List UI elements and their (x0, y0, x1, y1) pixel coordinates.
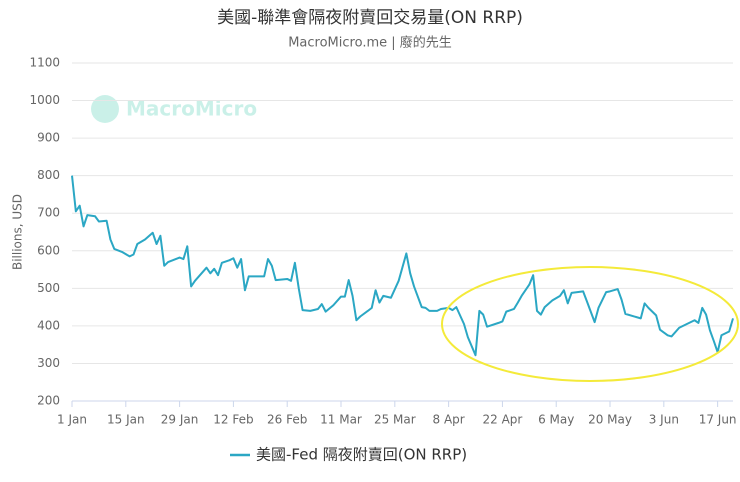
x-tick-label: 22 Apr (482, 413, 522, 427)
legend-label[interactable]: 美國-Fed 隔夜附賣回(ON RRP) (256, 446, 467, 464)
chart-subtitle: MacroMicro.me | 廢的先生 (288, 35, 452, 51)
x-tick-label: 15 Jan (107, 413, 145, 427)
watermark-logo: MacroMicro (91, 95, 257, 123)
data-line (71, 175, 734, 357)
y-tick-label: 800 (37, 168, 60, 182)
highlight-ellipse (441, 266, 739, 382)
x-tick-label: 25 Mar (374, 413, 416, 427)
x-tick-label: 12 Feb (213, 413, 253, 427)
x-tick-label: 26 Feb (267, 413, 307, 427)
y-tick-label: 400 (37, 318, 60, 332)
chart-title: 美國-聯準會隔夜附賣回交易量(ON RRP) (217, 8, 523, 28)
y-tick-label: 1100 (29, 56, 60, 70)
y-tick-label: 900 (37, 131, 60, 145)
y-tick-label: 300 (37, 356, 60, 370)
x-tick-label: 3 Jun (649, 413, 679, 427)
y-tick-label: 700 (37, 206, 60, 220)
y-tick-label: 200 (37, 394, 60, 408)
x-tick-label: 6 May (538, 413, 574, 427)
y-axis-label: Billions, USD (11, 194, 25, 270)
plot-area: 200 300 400 500 600 700 800 900 1000 1100 1 Jan 15 … (29, 56, 736, 427)
x-tick-label: 20 May (588, 413, 632, 427)
x-tick-label: 1 Jan (57, 413, 87, 427)
y-tick-label: 1000 (29, 93, 60, 107)
x-tick-label: 11 Mar (320, 413, 362, 427)
x-tick-label: 8 Apr (433, 413, 465, 427)
y-tick-label: 500 (37, 281, 60, 295)
y-tick-label: 600 (37, 243, 60, 257)
x-tick-label: 17 Jun (699, 413, 737, 427)
x-tick-label: 29 Jan (161, 413, 199, 427)
